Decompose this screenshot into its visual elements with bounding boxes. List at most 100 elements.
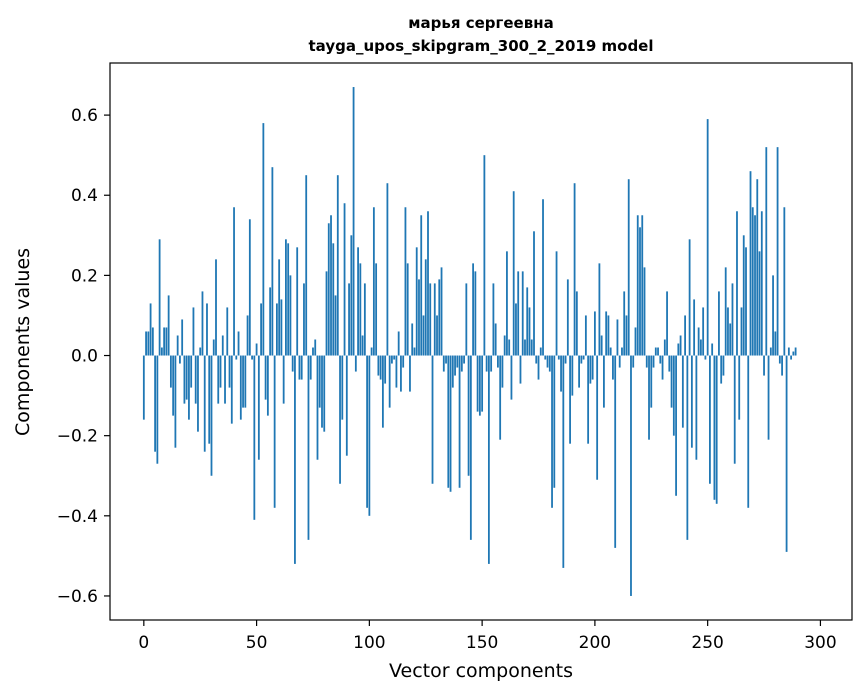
bar <box>244 355 247 408</box>
bar <box>641 215 644 356</box>
bar <box>654 347 657 356</box>
bar <box>478 355 481 416</box>
bar <box>280 299 283 356</box>
bar <box>343 203 346 356</box>
bar <box>648 355 650 440</box>
bar <box>411 323 414 356</box>
bar <box>183 355 186 404</box>
bar <box>751 207 754 356</box>
bar <box>339 355 341 484</box>
bar <box>248 219 251 356</box>
bar <box>377 355 380 376</box>
bar <box>783 207 786 356</box>
bar <box>747 355 750 508</box>
bar <box>332 243 335 356</box>
bar <box>535 355 538 364</box>
bar <box>677 343 680 356</box>
bar <box>621 347 623 356</box>
bar <box>675 355 677 496</box>
bar <box>510 355 513 400</box>
bar <box>650 355 653 408</box>
bar <box>740 307 743 356</box>
bar <box>609 347 612 356</box>
bar <box>652 355 655 368</box>
bar <box>420 215 423 356</box>
bar <box>487 355 490 564</box>
bar <box>395 355 398 388</box>
bar <box>616 319 619 356</box>
y-tick-label: 0.0 <box>71 347 98 367</box>
bar <box>605 311 608 356</box>
x-tick-label: 250 <box>691 633 723 653</box>
bar <box>188 355 190 420</box>
bar <box>165 327 168 356</box>
bar <box>368 355 371 516</box>
bar <box>772 275 774 356</box>
bar <box>758 251 761 356</box>
bar <box>776 147 779 356</box>
bar <box>273 355 276 508</box>
bar <box>275 303 278 356</box>
bar <box>636 215 639 356</box>
bar <box>298 355 301 380</box>
bar <box>233 207 235 356</box>
bar <box>720 355 723 384</box>
bar <box>294 355 296 564</box>
bar <box>663 339 666 356</box>
bar <box>154 355 156 452</box>
bar <box>497 355 499 368</box>
bar <box>530 339 533 356</box>
bar <box>422 315 425 356</box>
bar <box>623 291 626 356</box>
bar <box>194 355 197 404</box>
bar <box>167 295 170 356</box>
bar <box>253 355 256 520</box>
bar <box>542 199 544 356</box>
bar <box>781 355 783 376</box>
bar <box>451 355 454 388</box>
bar <box>226 307 229 356</box>
bar <box>492 283 495 356</box>
y-axis-label: Components values <box>12 248 34 436</box>
bar <box>603 355 605 408</box>
bar <box>524 339 526 356</box>
bar <box>348 283 350 356</box>
bar <box>508 339 511 356</box>
bar <box>357 247 359 356</box>
bar <box>591 355 594 380</box>
bar <box>639 227 641 356</box>
bar <box>316 355 319 460</box>
bar <box>325 271 328 356</box>
bar <box>224 355 226 404</box>
bar <box>221 335 224 356</box>
bar <box>672 355 675 436</box>
bar <box>406 263 409 356</box>
bar <box>569 355 571 444</box>
bar <box>160 347 163 356</box>
bar <box>774 331 777 356</box>
bar <box>729 323 732 356</box>
bar <box>438 279 441 356</box>
bar <box>580 355 583 364</box>
bar <box>474 271 477 356</box>
bar <box>736 211 738 356</box>
bar <box>239 355 242 420</box>
x-tick-label: 200 <box>579 633 611 653</box>
bar <box>413 347 416 356</box>
bar <box>264 355 267 400</box>
bar <box>607 315 610 356</box>
bar <box>469 355 472 540</box>
bar <box>379 355 382 380</box>
bar <box>711 343 714 356</box>
bar <box>612 355 614 380</box>
bar <box>600 335 603 356</box>
bar <box>463 355 465 364</box>
bar <box>666 291 668 356</box>
bar <box>763 355 765 376</box>
bar <box>681 355 684 428</box>
bar <box>176 335 179 356</box>
bar <box>587 355 590 444</box>
bar <box>506 251 508 356</box>
bar <box>709 355 711 484</box>
bar <box>553 355 556 488</box>
